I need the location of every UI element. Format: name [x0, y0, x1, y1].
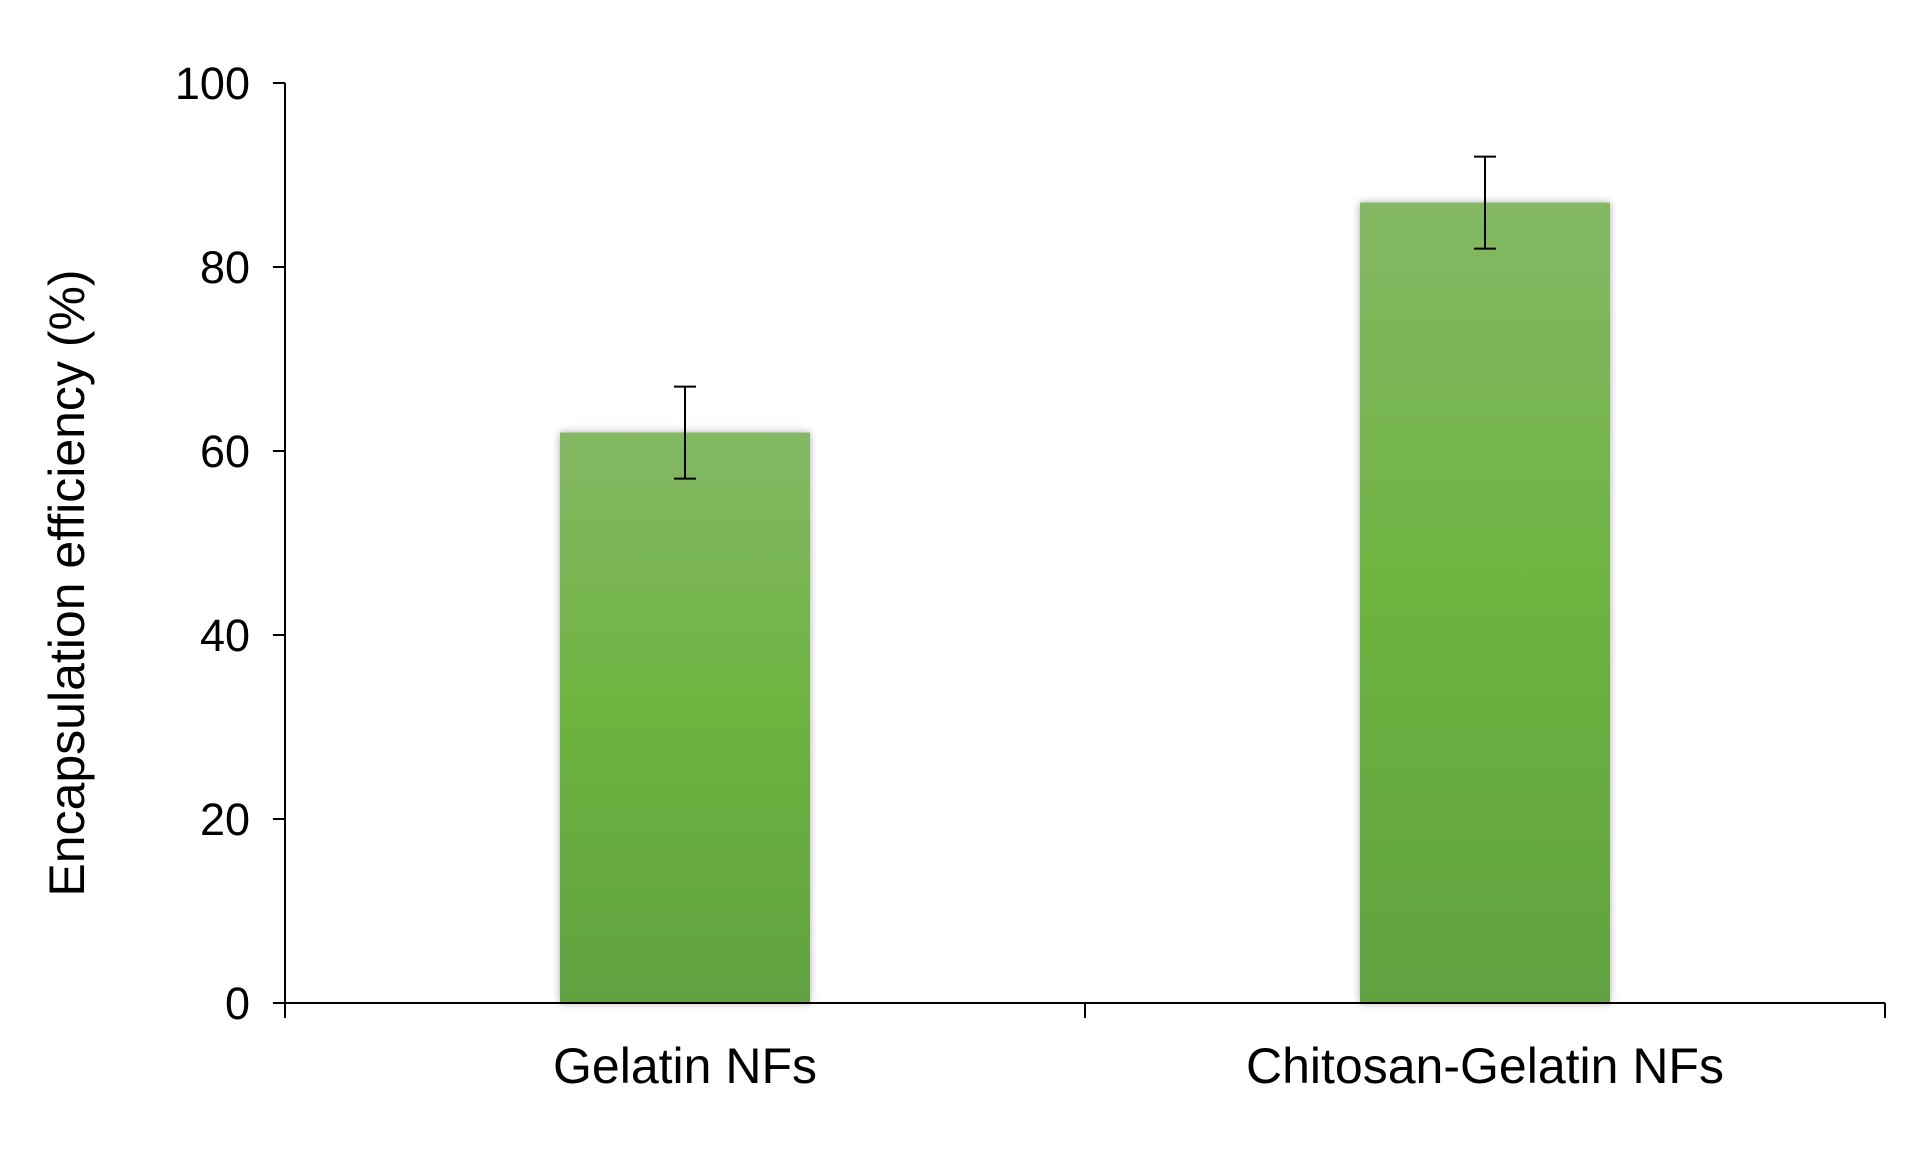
- y-axis-title: Encapsulation efficiency (%): [39, 269, 95, 896]
- bars-layer: [560, 202, 1610, 1004]
- y-tick-label: 20: [200, 794, 250, 845]
- axes-layer: [284, 83, 1885, 1004]
- x-category-label: Gelatin NFs: [553, 1038, 817, 1094]
- y-tick-label: 40: [200, 610, 250, 661]
- x-category-label: Chitosan-Gelatin NFs: [1246, 1038, 1724, 1094]
- y-tick-label: 80: [200, 242, 250, 293]
- x-ticks: Gelatin NFs Chitosan-Gelatin NFs: [284, 1003, 1886, 1094]
- y-tick-label: 0: [225, 978, 250, 1029]
- y-tick-label: 60: [200, 426, 250, 477]
- y-tick-label: 100: [175, 58, 250, 109]
- bar-1: [560, 432, 810, 1004]
- bar-2: [1360, 202, 1610, 1004]
- error-bars-layer: [674, 155, 1496, 480]
- y-ticks: 0 20 40 60 80 100: [175, 58, 285, 1029]
